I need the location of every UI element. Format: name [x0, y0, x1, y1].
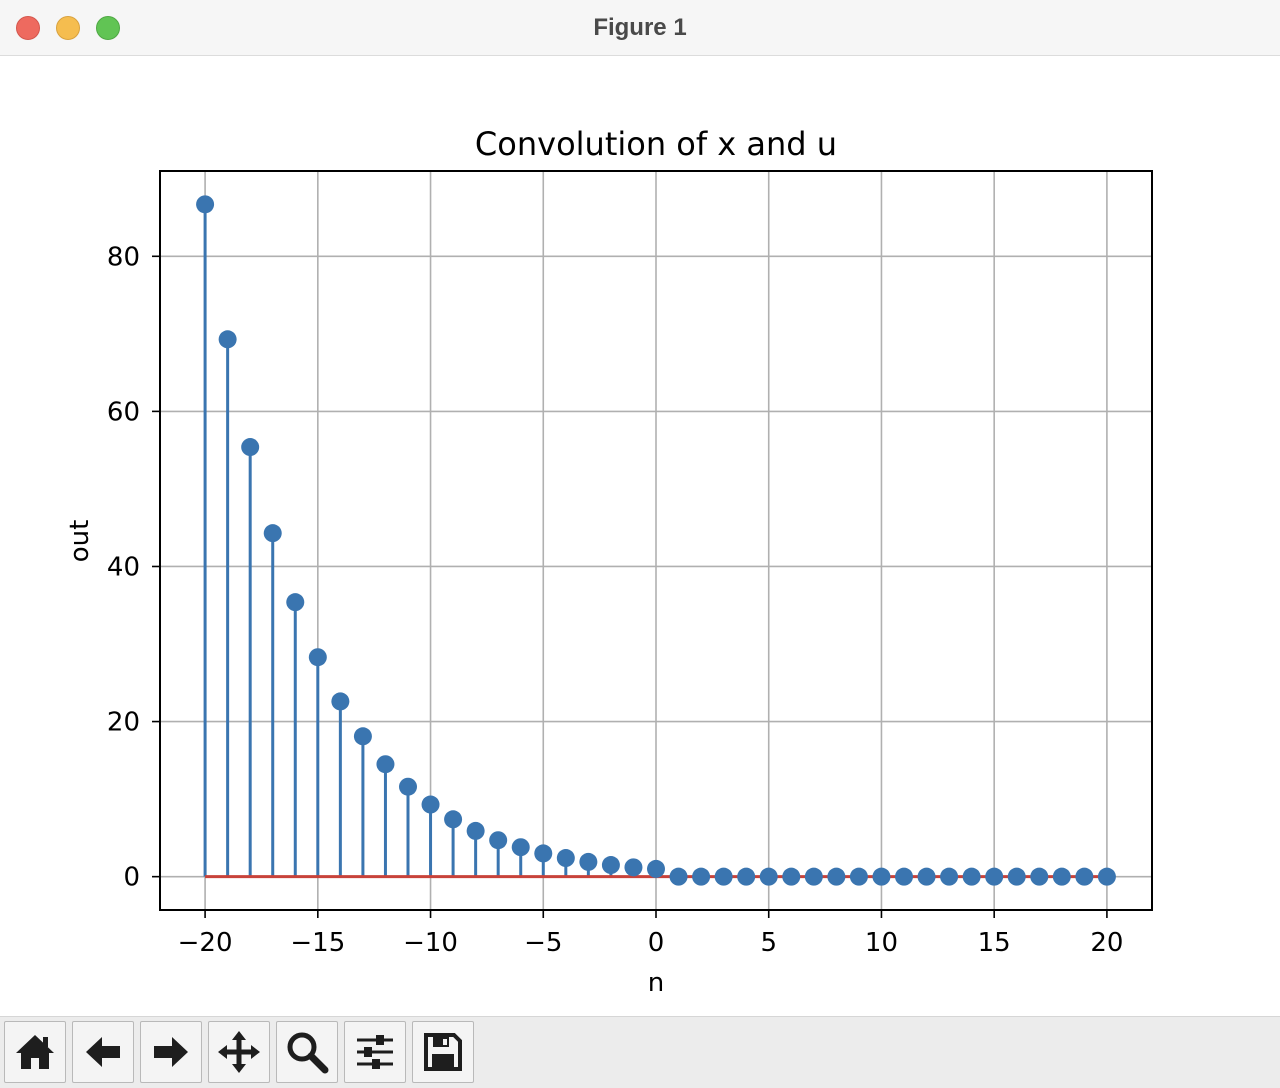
x-tick-label: −20: [178, 928, 233, 958]
stem-marker: [399, 777, 417, 796]
stem-marker: [985, 867, 1004, 886]
y-tick-label: 80: [107, 242, 140, 272]
stem-marker: [692, 867, 711, 886]
x-tick-label: −15: [290, 928, 345, 958]
x-tick-label: −5: [524, 928, 562, 958]
stem-marker: [1097, 867, 1116, 886]
stem-marker: [895, 867, 913, 886]
stem-marker: [1052, 867, 1071, 886]
stem-marker: [421, 795, 440, 814]
floppy-disk-icon: [424, 1033, 462, 1071]
stem-marker: [782, 867, 801, 886]
stem-marker: [579, 852, 598, 871]
stem-marker: [827, 867, 846, 886]
stem-marker: [489, 831, 508, 850]
stem-marker: [714, 867, 733, 886]
x-tick-label: −10: [403, 928, 458, 958]
stem-marker: [353, 727, 372, 746]
stem-marker: [669, 867, 688, 886]
x-tick-label: 15: [978, 928, 1011, 958]
home-icon: [16, 1035, 54, 1069]
y-tick-label: 60: [107, 397, 140, 427]
stem-marker: [556, 849, 575, 868]
x-axis-label: n: [648, 968, 664, 998]
stem-marker: [647, 859, 665, 878]
chart-title: Convolution of x and u: [475, 125, 837, 163]
window-title: Figure 1: [593, 14, 687, 41]
stem-marker: [534, 844, 553, 863]
x-tick-label: 5: [760, 928, 777, 958]
sliders-icon: [357, 1035, 393, 1069]
stem-marker: [286, 593, 305, 612]
y-tick-label: 20: [107, 708, 140, 738]
stem-marker: [263, 524, 282, 543]
stem-marker: [849, 867, 868, 886]
zoom-button[interactable]: [276, 1021, 338, 1083]
minimize-window-button[interactable]: [56, 16, 80, 40]
configure-subplots-button[interactable]: [344, 1021, 406, 1083]
move-arrows-icon: [218, 1031, 260, 1073]
stem-marker: [376, 755, 395, 774]
stem-marker: [601, 856, 620, 875]
stem-marker: [737, 867, 756, 886]
maximize-window-button[interactable]: [96, 16, 120, 40]
home-button[interactable]: [4, 1021, 66, 1083]
stem-markers: [196, 195, 1116, 886]
stem-marker: [624, 858, 643, 877]
grid-lines: [160, 171, 1152, 910]
close-window-button[interactable]: [16, 16, 40, 40]
forward-button[interactable]: [140, 1021, 202, 1083]
stem-marker: [962, 867, 981, 886]
magnifier-icon: [287, 1032, 329, 1074]
x-tick-label: 20: [1090, 928, 1123, 958]
stem-marker: [872, 867, 891, 886]
arrow-left-icon: [86, 1037, 120, 1067]
stem-marker: [511, 838, 530, 857]
axis-ticks: −20 −15 −10 −5 0 5 10 15 20 0 20 40 60 80: [107, 242, 1124, 958]
stem-marker: [917, 867, 936, 886]
stem-marker: [759, 867, 778, 886]
back-button[interactable]: [72, 1021, 134, 1083]
stem-marker: [444, 810, 463, 829]
save-button[interactable]: [412, 1021, 474, 1083]
stem-marker: [1075, 867, 1094, 886]
x-tick-label: 10: [865, 928, 898, 958]
stem-marker: [466, 821, 485, 840]
pan-button[interactable]: [208, 1021, 270, 1083]
navigation-toolbar: [0, 1016, 1280, 1088]
stem-chart: −20 −15 −10 −5 0 5 10 15 20 0 20 40 60 80 Convolution…: [65, 125, 1153, 998]
stem-marker: [241, 438, 260, 457]
stem-marker: [1007, 867, 1026, 886]
stem-lines: [203, 204, 658, 877]
y-tick-label: 0: [123, 863, 140, 893]
stem-marker: [331, 692, 350, 711]
y-tick-label: 40: [107, 552, 140, 582]
y-axis-label: out: [65, 520, 95, 563]
stem-marker: [1030, 867, 1049, 886]
x-tick-label: 0: [648, 928, 665, 958]
arrow-right-icon: [154, 1037, 188, 1067]
stem-marker: [196, 195, 215, 214]
stem-marker: [308, 648, 327, 667]
stem-marker: [804, 867, 823, 886]
stem-marker: [940, 867, 959, 886]
stem-marker: [218, 330, 237, 349]
window-titlebar: Figure 1: [0, 0, 1280, 56]
